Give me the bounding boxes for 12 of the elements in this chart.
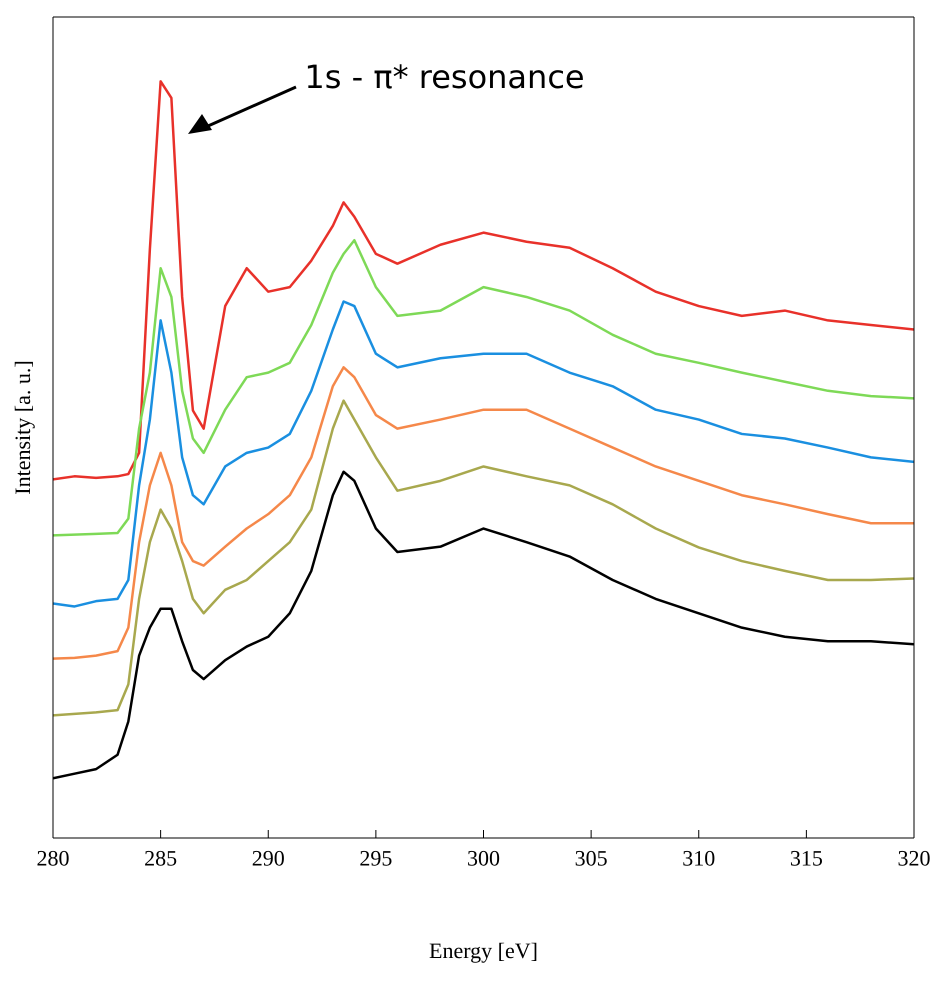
x-axis-title: Energy [eV]	[429, 938, 538, 963]
x-tick-label: 295	[359, 846, 392, 871]
annotation: 1s - π* resonance	[304, 58, 585, 96]
x-tick-label: 300	[467, 846, 500, 871]
x-tick-label: 305	[574, 846, 608, 871]
x-tick-label: 310	[682, 846, 716, 871]
x-tick-label: 290	[252, 846, 285, 871]
y-axis-title: Intensity [a. u.]	[10, 360, 35, 495]
x-tick-label: 320	[898, 846, 930, 871]
x-tick-label: 280	[36, 846, 70, 871]
x-tick-label: 315	[790, 846, 823, 871]
x-tick-label: 285	[144, 846, 178, 871]
